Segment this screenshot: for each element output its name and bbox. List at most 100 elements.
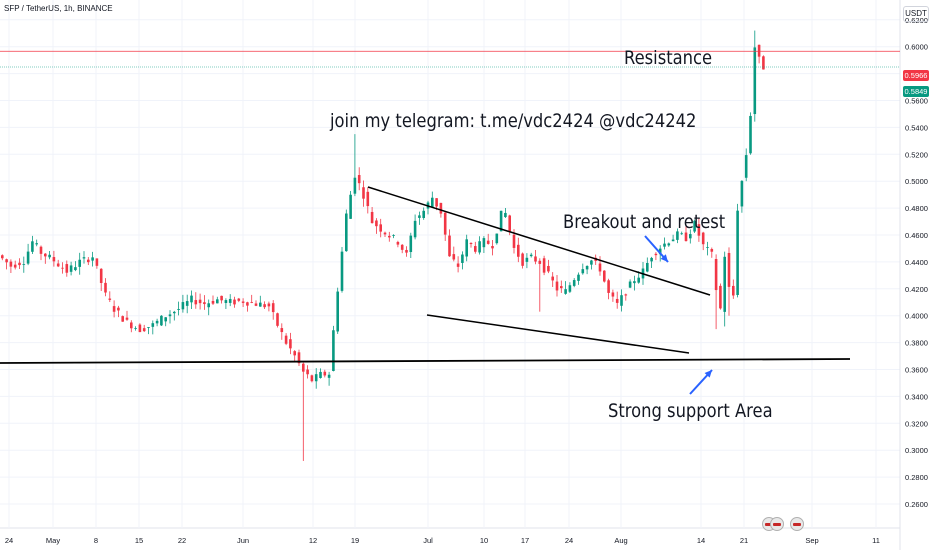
candle-body bbox=[336, 291, 339, 332]
candle-body bbox=[56, 263, 60, 267]
x-tick-label: Jun bbox=[237, 536, 249, 545]
candle-body bbox=[499, 210, 503, 232]
candle-body bbox=[603, 270, 606, 282]
candle-body bbox=[465, 239, 468, 257]
candle-body bbox=[474, 246, 477, 252]
candle-body bbox=[413, 220, 417, 238]
y-tick-label: 0.2800 bbox=[905, 473, 928, 482]
x-tick-label: 22 bbox=[178, 536, 186, 545]
candle-body bbox=[117, 307, 120, 311]
candle-body bbox=[353, 177, 357, 194]
candle-body bbox=[22, 264, 26, 265]
candle-body bbox=[160, 315, 163, 326]
y-tick-label: 0.3600 bbox=[905, 366, 928, 375]
candle-body bbox=[306, 369, 309, 375]
candle-body bbox=[276, 313, 279, 326]
trend-lines bbox=[0, 50, 900, 395]
symbol-header: SFP / TetherUS, 1h, BINANCE bbox=[4, 4, 113, 13]
candle-body bbox=[628, 281, 632, 288]
candle-body bbox=[26, 251, 30, 264]
candle-body bbox=[121, 316, 124, 322]
candle-body bbox=[611, 292, 615, 297]
x-axis: 24 May 8 15 22 Jun 12 19 Jul 10 17 24 Aug 14 21 Sep 11 bbox=[5, 536, 880, 545]
support-arrow bbox=[689, 369, 713, 395]
candle-body bbox=[332, 330, 335, 371]
candle-body bbox=[525, 257, 529, 262]
x-tick-label: 17 bbox=[521, 536, 529, 545]
candle-body bbox=[87, 259, 90, 263]
candle-body bbox=[48, 254, 51, 258]
candle-body bbox=[284, 335, 288, 344]
x-tick-label: 15 bbox=[135, 536, 143, 545]
candle-body bbox=[663, 243, 666, 247]
flag-icon[interactable] bbox=[790, 517, 804, 531]
candle-body bbox=[297, 352, 301, 364]
candle-body bbox=[263, 304, 266, 308]
candle-body bbox=[323, 371, 327, 376]
x-tick-label: 14 bbox=[697, 536, 705, 545]
candle-body bbox=[590, 260, 593, 265]
candle-body bbox=[190, 295, 193, 303]
candle-body bbox=[173, 311, 176, 314]
candle-body bbox=[521, 253, 524, 266]
candle-body bbox=[340, 251, 344, 291]
y-tick-label: 0.6000 bbox=[905, 43, 928, 52]
candle-body bbox=[512, 234, 516, 248]
candle-body bbox=[624, 294, 628, 296]
candle-body bbox=[13, 264, 17, 268]
x-tick-label: 10 bbox=[480, 536, 488, 545]
candle-body bbox=[646, 262, 649, 272]
candle-body bbox=[211, 300, 215, 304]
candle-body bbox=[620, 295, 623, 306]
candle-body bbox=[534, 256, 537, 262]
candle-body bbox=[82, 257, 86, 259]
candle-body bbox=[185, 301, 189, 306]
candle-body bbox=[207, 303, 210, 308]
candle-body bbox=[469, 242, 473, 245]
candle-body bbox=[327, 374, 331, 378]
candle-body bbox=[744, 155, 748, 178]
candle-body bbox=[65, 264, 69, 273]
candle-body bbox=[547, 265, 550, 272]
candle-body bbox=[366, 191, 370, 207]
currency-button[interactable]: USDT bbox=[903, 6, 929, 22]
candle-body bbox=[220, 295, 223, 301]
candle-body bbox=[151, 323, 155, 327]
candle-body bbox=[349, 194, 352, 219]
candle-body bbox=[289, 339, 292, 349]
candle-body bbox=[392, 235, 395, 236]
candle-body bbox=[147, 327, 150, 328]
candle-body bbox=[74, 267, 77, 271]
candle-body bbox=[689, 234, 692, 239]
candle-body bbox=[598, 263, 602, 272]
candle-body bbox=[710, 249, 714, 252]
candle-body bbox=[637, 277, 640, 283]
gridlines bbox=[0, 0, 901, 550]
candle-body bbox=[134, 328, 137, 329]
candle-body bbox=[271, 303, 275, 313]
candle-body bbox=[736, 210, 739, 295]
lower-trend-line bbox=[426, 314, 690, 354]
x-tick-label: 8 bbox=[94, 536, 98, 545]
x-tick-label: Sep bbox=[805, 536, 818, 545]
candle-body bbox=[375, 220, 378, 227]
candle-body bbox=[400, 244, 404, 250]
candle-body bbox=[370, 211, 374, 224]
candle-body bbox=[95, 258, 99, 266]
flag-icon[interactable] bbox=[770, 517, 784, 531]
candle-body bbox=[538, 260, 542, 264]
y-tick-label: 0.4200 bbox=[905, 285, 928, 294]
candle-body bbox=[91, 257, 94, 261]
y-tick-label: 0.6200 bbox=[905, 16, 928, 25]
candle-body bbox=[396, 241, 400, 245]
candle-body bbox=[362, 187, 365, 199]
candle-body bbox=[198, 299, 202, 304]
candle-body bbox=[491, 246, 494, 249]
candle-body bbox=[671, 239, 675, 242]
candle-body bbox=[495, 233, 499, 244]
candle-body bbox=[99, 268, 103, 283]
y-tick-label: 0.4800 bbox=[905, 204, 928, 213]
candle-body bbox=[388, 235, 391, 238]
candle-body bbox=[181, 302, 185, 310]
